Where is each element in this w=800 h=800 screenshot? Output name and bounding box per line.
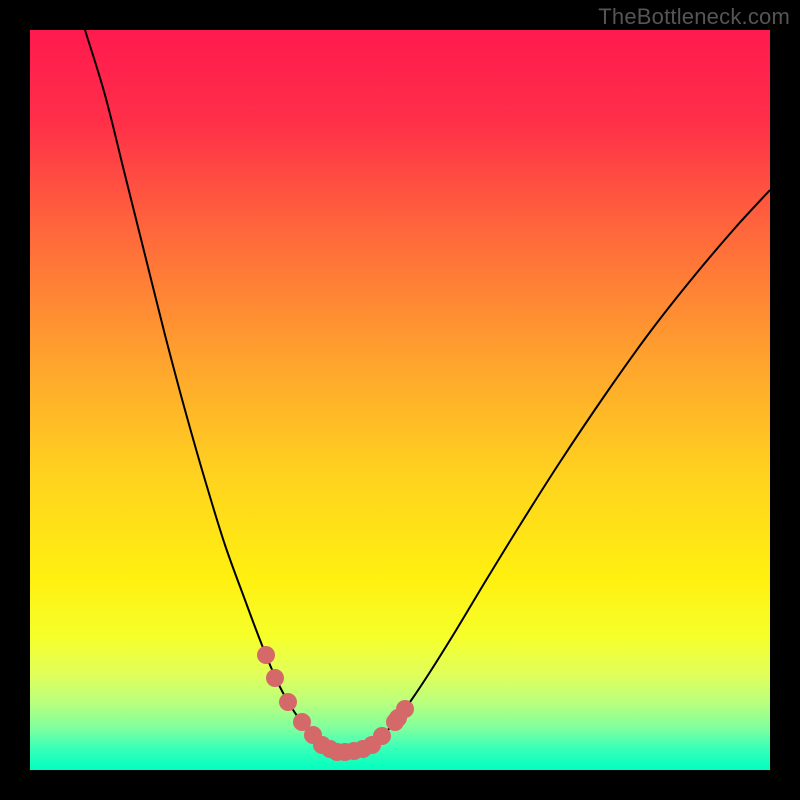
watermark-text: TheBottleneck.com (598, 4, 790, 30)
chart-container: TheBottleneck.com (0, 0, 800, 800)
gradient-background (30, 30, 770, 770)
curve-marker (266, 669, 284, 687)
bottleneck-chart (0, 0, 800, 800)
curve-marker (396, 700, 414, 718)
curve-marker (257, 646, 275, 664)
curve-marker (373, 727, 391, 745)
curve-marker (279, 693, 297, 711)
